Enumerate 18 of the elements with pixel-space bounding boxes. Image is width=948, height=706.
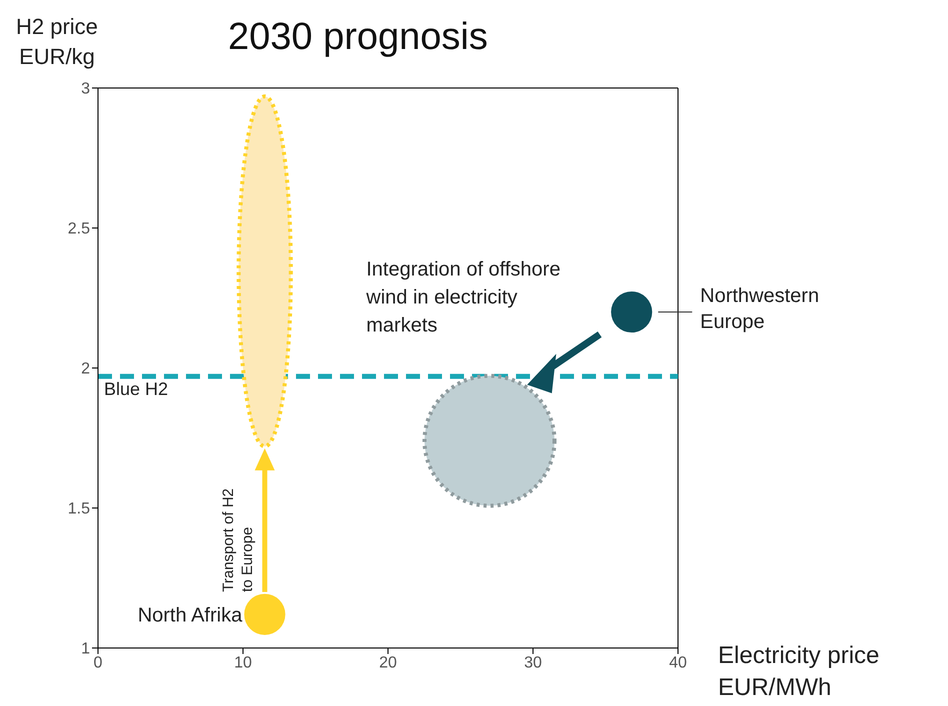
y-tick-label: 3 bbox=[81, 80, 90, 98]
y-tick-label: 2.5 bbox=[68, 220, 90, 238]
text: Northwestern Europe bbox=[700, 285, 820, 333]
x-tick-label: 10 bbox=[234, 654, 252, 672]
y-tick-label: 2 bbox=[81, 360, 90, 378]
y-axis-title: H2 price EUR/kg bbox=[16, 13, 98, 71]
annotation: Integration of offshore wind in electricity markets bbox=[365, 258, 560, 337]
x-tick-label: 0 bbox=[94, 654, 103, 672]
y-tick-label: 1.5 bbox=[68, 500, 90, 518]
x-axis-title: Electricity price EUR/MWh bbox=[718, 641, 880, 703]
x-tick-label: 20 bbox=[379, 654, 397, 672]
chart-title: 2030 prognosis bbox=[228, 16, 488, 59]
x-tick-label: 40 bbox=[669, 654, 687, 672]
ref-line-label: Blue H2 bbox=[104, 379, 168, 400]
y-tick-label: 1 bbox=[81, 640, 90, 658]
annotation: Transport of H2 to Europe bbox=[220, 488, 256, 592]
series-label: North Afrika bbox=[138, 604, 244, 626]
x-tick-label: 30 bbox=[524, 654, 542, 672]
